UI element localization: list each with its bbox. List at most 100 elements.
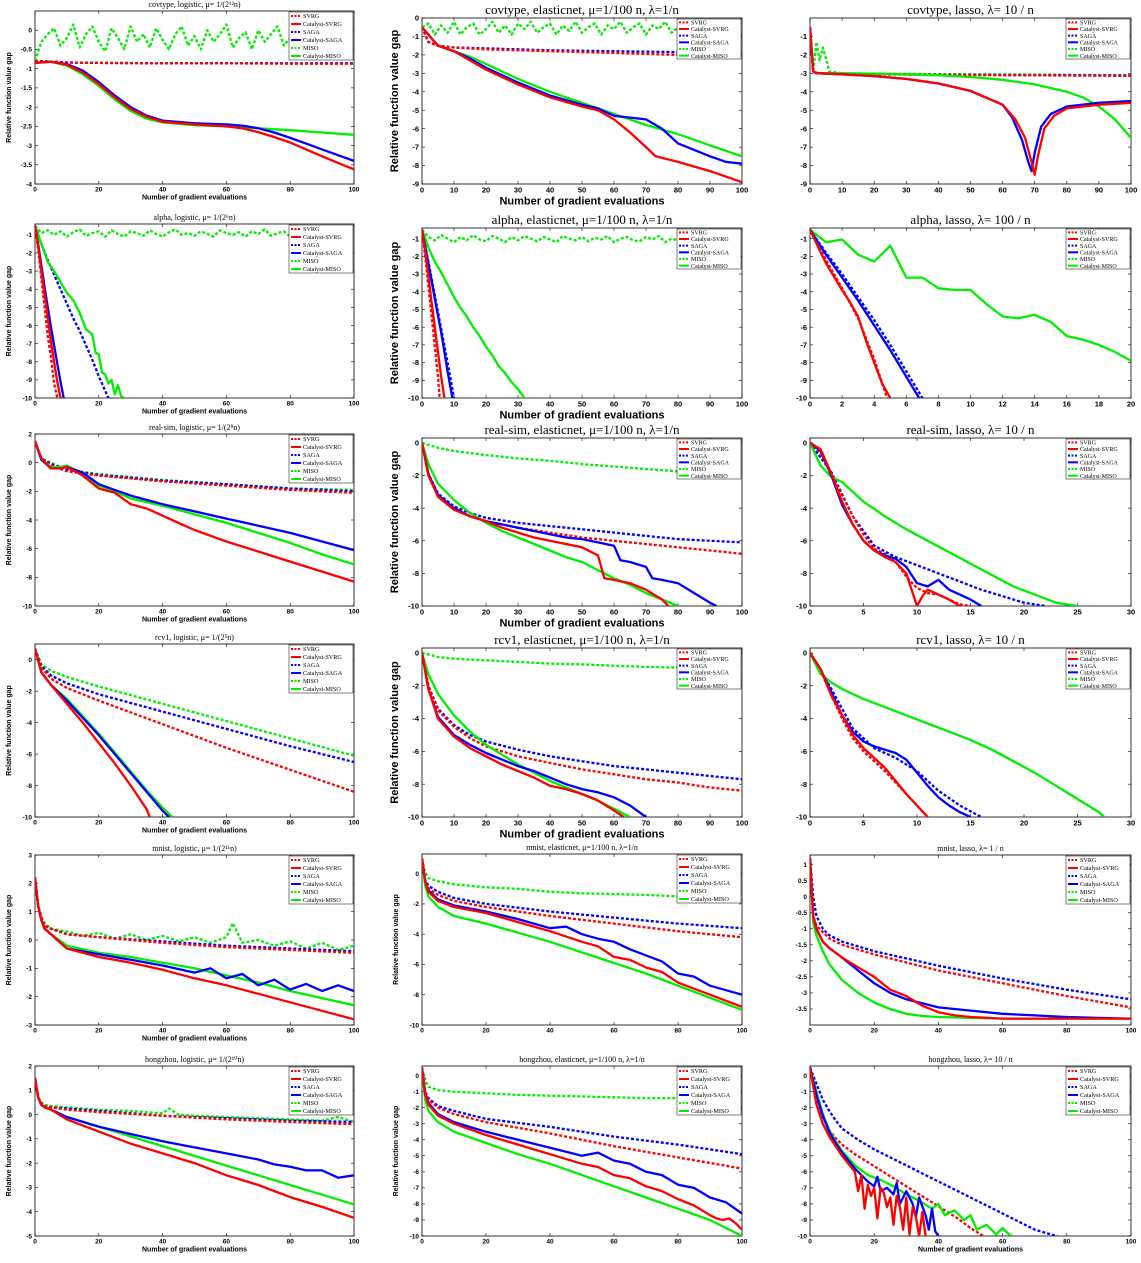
y-tick-label: -4 — [26, 1209, 32, 1216]
x-tick-label: 20 — [482, 608, 490, 617]
x-tick-label: 100 — [736, 819, 749, 828]
legend-label: Catalyst-MISO — [691, 684, 728, 690]
legend-label: SVRG — [303, 13, 320, 20]
x-tick-label: 100 — [349, 820, 360, 827]
y-tick-label: -6 — [412, 323, 419, 332]
x-tick-label: 15 — [966, 608, 974, 617]
series-line-catalyst-saga — [810, 1067, 940, 1236]
series-group — [35, 1077, 354, 1219]
series-line-catalyst-saga — [422, 229, 454, 398]
y-tick-label: -1 — [413, 1089, 419, 1096]
x-tick-label: 0 — [420, 186, 424, 195]
y-tick-label: -10 — [408, 813, 419, 822]
y-tick-label: -6 — [26, 751, 32, 758]
legend-label: SAGA — [1080, 664, 1097, 670]
y-tick-label: -6 — [413, 962, 419, 969]
legend-box — [676, 648, 742, 690]
x-tick-label: 90 — [1095, 186, 1103, 195]
y-tick-label: -8 — [800, 569, 807, 578]
legend-label: SAGA — [1080, 873, 1097, 880]
x-tick-label: 20 — [95, 1239, 103, 1246]
y-tick-label: -5 — [26, 305, 32, 312]
x-tick-label: 30 — [902, 186, 910, 195]
x-tick-label: 0 — [420, 608, 424, 617]
series-group — [810, 441, 1078, 606]
y-tick-label: 0.5 — [798, 878, 807, 885]
legend-label: Catalyst-SAGA — [691, 40, 730, 46]
y-tick-label: -3 — [412, 69, 419, 78]
y-tick-label: -6 — [412, 747, 419, 756]
legend-label: SVRG — [1080, 20, 1097, 26]
y-tick-label: -3 — [800, 69, 807, 78]
y-tick-label: -9 — [26, 377, 32, 384]
y-tick-label: -10 — [408, 602, 419, 611]
y-tick-label: -5 — [412, 305, 419, 314]
x-tick-label: 60 — [999, 1028, 1007, 1035]
series-group — [810, 27, 1131, 176]
x-tick-label: 40 — [546, 400, 554, 409]
x-tick-label: 20 — [95, 820, 103, 827]
y-tick-label: -10 — [796, 813, 807, 822]
y-tick-label: -6 — [412, 536, 419, 545]
x-tick-label: 50 — [966, 186, 974, 195]
chart-title: hongzhou, lasso, λ= 10 / n — [928, 1055, 1012, 1064]
y-axis-label: Relative function value gap — [389, 30, 401, 173]
chart-title: real-sim, elasticnet, μ=1/100 n, λ=1/n — [484, 422, 680, 437]
legend-label: Catalyst-SAGA — [1080, 40, 1119, 46]
x-tick-label: 60 — [610, 1028, 618, 1035]
legend-label: Catalyst-MISO — [303, 897, 341, 904]
y-tick-label: -0.5 — [21, 47, 33, 54]
y-tick-label: -3 — [801, 1121, 807, 1128]
legend-label: MISO — [1080, 1100, 1096, 1107]
x-tick-label: 2 — [840, 400, 844, 409]
x-tick-label: 60 — [223, 1028, 231, 1035]
legend-box — [1065, 438, 1131, 480]
x-tick-label: 60 — [998, 186, 1006, 195]
legend-label: SAGA — [303, 1084, 320, 1091]
x-tick-label: 20 — [871, 1028, 879, 1035]
series-line-catalyst-miso — [422, 858, 742, 1011]
x-tick-label: 80 — [674, 186, 682, 195]
y-tick-label: -2 — [26, 1160, 32, 1167]
series-line-catalyst-miso — [810, 228, 1131, 362]
legend-label: Catalyst-MISO — [1080, 684, 1117, 690]
y-tick-label: -2.5 — [796, 974, 808, 981]
legend-label: Catalyst-SAGA — [303, 670, 343, 677]
series-line-catalyst-miso — [35, 440, 354, 566]
legend-label: SAGA — [691, 872, 708, 879]
series-line-catalyst-svrg — [35, 1077, 354, 1219]
legend-label: Catalyst-SAGA — [691, 250, 730, 256]
y-tick-label: -3 — [413, 1121, 419, 1128]
x-tick-label: 10 — [450, 608, 458, 617]
x-tick-label: 10 — [966, 400, 974, 409]
legend-label: Catalyst-MISO — [691, 264, 728, 270]
legend-label: SAGA — [303, 29, 320, 36]
x-tick-label: 4 — [872, 400, 877, 409]
y-tick-label: -4 — [26, 517, 32, 524]
x-tick-label: 5 — [861, 819, 865, 828]
legend-label: Catalyst-MISO — [1080, 897, 1118, 904]
y-tick-label: -10 — [796, 394, 807, 403]
series-line-catalyst-miso — [422, 442, 679, 606]
legend-label: SVRG — [303, 226, 320, 233]
series-line-saga — [810, 229, 924, 398]
x-tick-label: 80 — [287, 820, 295, 827]
y-tick-label: -8 — [412, 780, 419, 789]
x-tick-label: 50 — [578, 186, 586, 195]
y-tick-label: -2 — [801, 1105, 807, 1112]
series-line-saga — [810, 1067, 1058, 1236]
x-axis-label: Number of gradient evaluations — [142, 617, 247, 624]
x-tick-label: 40 — [159, 401, 167, 408]
x-tick-label: 70 — [1031, 186, 1039, 195]
legend-label: MISO — [691, 467, 707, 473]
series-line-catalyst-svrg — [810, 858, 1131, 1020]
x-tick-label: 30 — [514, 186, 522, 195]
legend-box — [676, 228, 742, 270]
x-tick-label: 40 — [159, 187, 167, 194]
chart-title: hongzhou, logistic, μ= 1/(2¹⁰n) — [145, 1055, 244, 1064]
x-tick-label: 25 — [1073, 819, 1081, 828]
legend-label: MISO — [691, 47, 707, 53]
